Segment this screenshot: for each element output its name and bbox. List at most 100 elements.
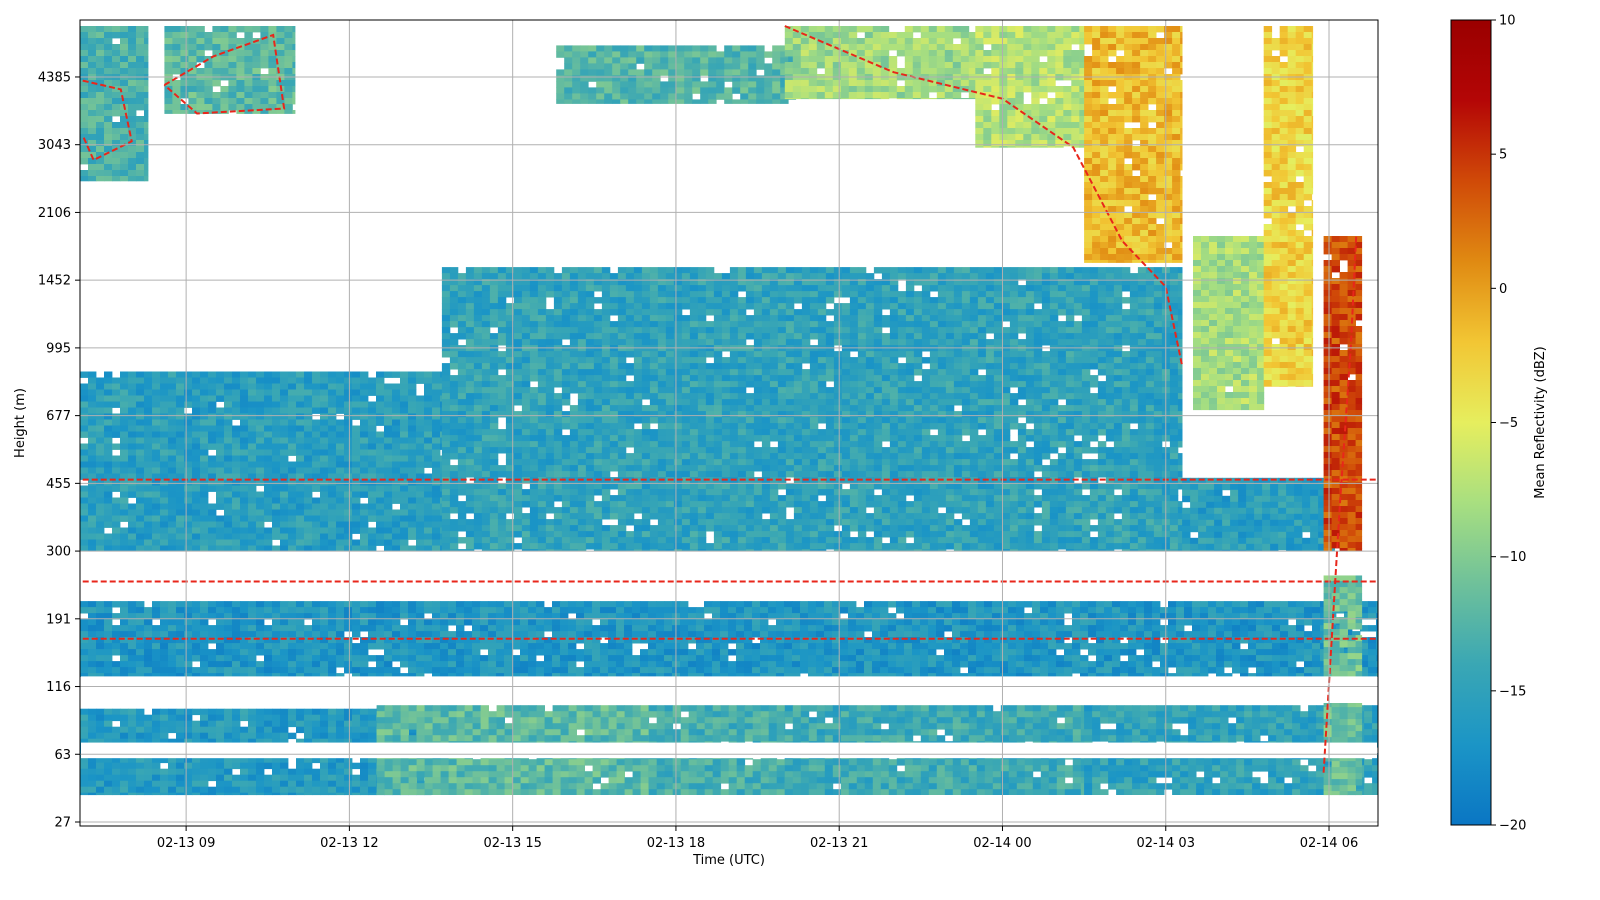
heatmap-cell xyxy=(112,625,121,632)
heatmap-cell xyxy=(776,735,786,742)
heatmap-cell xyxy=(1204,711,1213,718)
heatmap-cell xyxy=(736,783,746,790)
heatmap-cell xyxy=(680,655,689,662)
heatmap-cell xyxy=(368,708,377,716)
heatmap-cell xyxy=(832,613,841,620)
heatmap-cell xyxy=(248,607,257,614)
heatmap-cell xyxy=(1144,601,1153,608)
heatmap-cell xyxy=(312,667,321,674)
heatmap-cell xyxy=(528,667,537,674)
heatmap-cell xyxy=(480,655,489,662)
heatmap-cell xyxy=(928,723,938,730)
heatmap-cell xyxy=(1316,729,1325,736)
heatmap-cell xyxy=(176,667,185,674)
heatmap-cell xyxy=(152,792,161,796)
heatmap-cell xyxy=(1136,607,1145,614)
heatmap-cell xyxy=(560,613,569,620)
heatmap-cell xyxy=(496,667,505,674)
heatmap-cell xyxy=(880,643,889,650)
heatmap-cell xyxy=(952,777,962,784)
heatmap-cell xyxy=(808,619,817,626)
heatmap-cell xyxy=(1056,631,1065,638)
heatmap-cell xyxy=(800,619,809,626)
heatmap-cell xyxy=(648,735,658,742)
heatmap-cell xyxy=(120,389,129,396)
heatmap-cell xyxy=(160,708,169,716)
heatmap-cell xyxy=(160,655,169,662)
heatmap-cell xyxy=(592,729,601,736)
heatmap-cell xyxy=(928,619,937,626)
heatmap-cell xyxy=(520,613,529,620)
heatmap-cell xyxy=(816,625,825,632)
heatmap-cell xyxy=(320,649,329,656)
heatmap-cell xyxy=(856,771,866,778)
heatmap-cell xyxy=(832,631,841,638)
heatmap-cell xyxy=(136,533,145,540)
heatmap-cell xyxy=(328,756,337,764)
heatmap-cell xyxy=(184,527,193,534)
heatmap-cell xyxy=(240,774,249,782)
heatmap-cell xyxy=(552,631,561,638)
heatmap-cell xyxy=(384,777,393,784)
heatmap-cell xyxy=(984,729,994,736)
heatmap-cell xyxy=(648,723,658,730)
heatmap-cell xyxy=(536,631,545,638)
heatmap-cell xyxy=(352,732,361,740)
heatmap-cell xyxy=(1108,777,1117,784)
heatmap-cell xyxy=(320,661,329,668)
heatmap-cell xyxy=(1016,619,1025,626)
heatmap-cell xyxy=(104,708,113,716)
heatmap-cell xyxy=(536,637,545,644)
heatmap-cell xyxy=(1364,765,1373,772)
heatmap-cell xyxy=(112,527,121,534)
heatmap-cell xyxy=(472,789,481,795)
heatmap-cell xyxy=(912,649,921,656)
heatmap-cell xyxy=(464,631,473,638)
heatmap-cell xyxy=(392,643,401,650)
heatmap-cell xyxy=(816,771,826,778)
heatmap-cell xyxy=(408,726,417,734)
heatmap-cell xyxy=(1204,735,1213,742)
heatmap-cell xyxy=(1048,729,1058,736)
heatmap-cell xyxy=(256,607,265,614)
heatmap-cell xyxy=(432,789,441,795)
heatmap-cell xyxy=(1124,735,1133,742)
heatmap-cell xyxy=(776,765,786,772)
heatmap-cell xyxy=(80,473,89,480)
heatmap-cell xyxy=(168,655,177,662)
heatmap-cell xyxy=(600,619,609,626)
heatmap-cell xyxy=(632,735,641,742)
heatmap-cell xyxy=(976,765,986,772)
heatmap-cell xyxy=(184,607,193,614)
heatmap-cell xyxy=(528,711,537,718)
heatmap-cell xyxy=(432,643,441,650)
heatmap-cell xyxy=(912,637,921,644)
heatmap-cell xyxy=(88,619,97,626)
heatmap-cell xyxy=(80,491,89,498)
heatmap-cell xyxy=(680,783,690,790)
heatmap-cell xyxy=(688,637,697,644)
heatmap-cell xyxy=(320,643,329,650)
heatmap-cell xyxy=(1064,649,1073,656)
heatmap-cell xyxy=(104,720,113,728)
heatmap-cell xyxy=(1148,717,1157,724)
heatmap-cell xyxy=(624,777,633,784)
heatmap-cell xyxy=(760,771,770,778)
heatmap-cell xyxy=(1196,711,1205,718)
heatmap-cell xyxy=(136,780,145,788)
heatmap-cell xyxy=(184,419,193,426)
heatmap-cell xyxy=(832,649,841,656)
heatmap-cell xyxy=(1016,607,1025,614)
heatmap-cell xyxy=(648,643,657,650)
heatmap-cell xyxy=(584,777,593,784)
heatmap-cell xyxy=(688,765,698,772)
heatmap-cell xyxy=(552,783,561,790)
heatmap-cell xyxy=(520,717,529,724)
heatmap-cell xyxy=(1208,613,1217,620)
heatmap-cell xyxy=(1272,613,1281,620)
heatmap-cell xyxy=(288,649,297,656)
heatmap-cell xyxy=(80,631,89,638)
heatmap-cell xyxy=(792,607,801,614)
heatmap-cell xyxy=(1160,649,1169,656)
heatmap-cell xyxy=(168,449,177,456)
